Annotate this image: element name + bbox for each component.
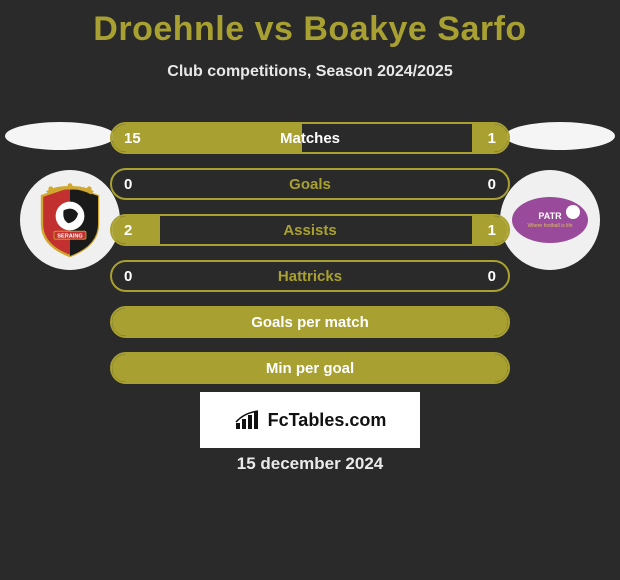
player-left-oval [5,122,115,150]
stats-panel: 151Matches 00Goals 21Assists 00Hattricks Goa… [110,122,510,398]
club-badge-left: SERAING [20,170,120,270]
club-crest-left-icon: SERAING [30,180,110,260]
subtitle: Club competitions, Season 2024/2025 [0,63,620,81]
date-text: 15 december 2024 [0,454,620,474]
stat-label: Goals [112,176,508,193]
stat-label: Min per goal [112,360,508,377]
crest-right-tagline: Where football is life [527,223,572,229]
stat-label: Hattricks [112,268,508,285]
crest-right-text: PATR [538,211,561,221]
stat-label: Assists [112,222,508,239]
stat-label: Matches [112,130,508,147]
club-crest-right-icon: PATR Where football is life [512,197,588,243]
brand-box: FcTables.com [200,392,420,448]
stat-bar: 21Assists [110,214,510,246]
stat-bar: Goals per match [110,306,510,338]
stat-bar: Min per goal [110,352,510,384]
stat-label: Goals per match [112,314,508,331]
stat-bar: 00Hattricks [110,260,510,292]
player-right-oval [505,122,615,150]
stat-bar: 151Matches [110,122,510,154]
stat-bar: 00Goals [110,168,510,200]
page-title: Droehnle vs Boakye Sarfo [0,0,620,49]
ball-icon [566,205,580,219]
svg-text:SERAING: SERAING [57,234,83,240]
brand-name: FcTables.com [268,410,387,431]
club-badge-right: PATR Where football is life [500,170,600,270]
brand-chart-icon [234,409,262,431]
